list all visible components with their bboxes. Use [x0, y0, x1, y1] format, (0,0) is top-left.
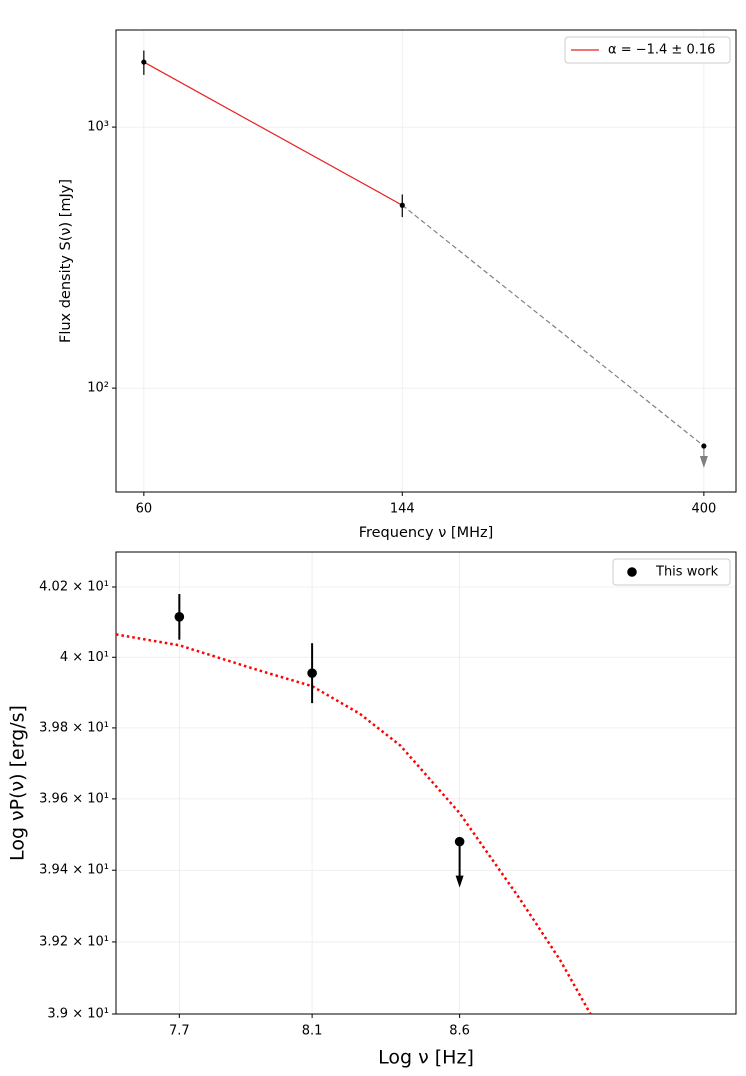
y-tick-label: 3.92 × 10¹: [39, 934, 109, 949]
upper-limit-head: [699, 456, 708, 469]
y-tick-label: 3.94 × 10¹: [39, 863, 109, 878]
plot-frame: [115, 551, 737, 1015]
legend-swatch: [627, 567, 637, 577]
x-tick-label: 8.1: [302, 1024, 323, 1039]
x-tick-label: 400: [691, 502, 716, 517]
legend-box: [564, 36, 731, 64]
data-point: [454, 836, 465, 847]
legend-label: α = −1.4 ± 0.16: [608, 43, 715, 58]
x-tick-label: 144: [390, 502, 415, 517]
y-tick-label: 10³: [87, 120, 109, 135]
fit-line: [115, 633, 592, 1015]
x-tick-label: 7.7: [169, 1024, 190, 1039]
data-point: [399, 202, 405, 208]
y-tick-label: 4.02 × 10¹: [39, 580, 109, 595]
x-axis-label: Log ν [Hz]: [378, 1047, 474, 1069]
data-point: [701, 443, 707, 449]
y-tick-label: 3.9 × 10¹: [47, 1007, 109, 1022]
fit-line: [401, 204, 705, 447]
x-axis-label: Frequency ν [MHz]: [359, 525, 494, 541]
x-tick-label: 60: [136, 502, 153, 517]
y-tick-label: 3.98 × 10¹: [39, 720, 109, 735]
y-tick-label: 10²: [87, 381, 109, 396]
fit-line: [143, 61, 403, 206]
y-axis-label: Log νP(ν) [erg/s]: [7, 705, 29, 861]
legend-label: This work: [655, 565, 719, 580]
data-point: [307, 668, 317, 678]
y-axis-label: Flux density S(ν) [mJy]: [58, 179, 74, 343]
plot-frame: [115, 29, 737, 493]
y-tick-label: 4 × 10¹: [60, 650, 109, 665]
legend-box: [612, 558, 731, 586]
data-point: [174, 612, 185, 622]
upper-limit-head: [455, 875, 464, 888]
y-tick-label: 3.96 × 10¹: [39, 791, 109, 806]
data-point: [141, 59, 147, 65]
x-tick-label: 8.6: [449, 1024, 470, 1039]
